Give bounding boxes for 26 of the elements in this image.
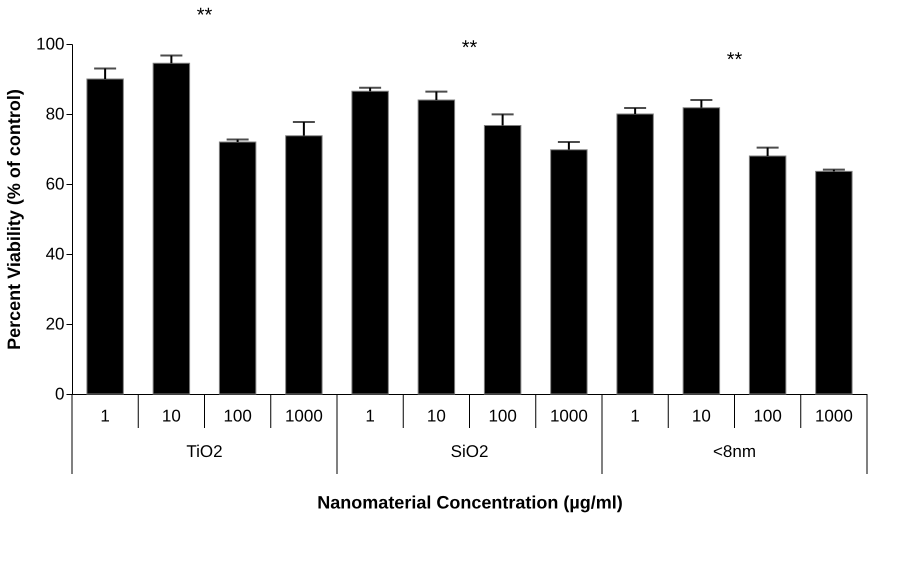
- x-tick-label: 1: [100, 406, 110, 426]
- text: <8nm: [713, 442, 756, 461]
- x-tick-label: 10: [692, 406, 711, 426]
- y-tick-label: 80: [46, 104, 64, 124]
- annotation: **: [462, 36, 478, 59]
- x-tick-label: 1: [365, 406, 375, 426]
- y-tick-label: 0: [55, 384, 64, 404]
- text: SiO2: [450, 442, 488, 461]
- text: **: [196, 4, 212, 27]
- x-tick-label: 10: [162, 406, 181, 426]
- y-tick-label: 60: [46, 174, 64, 194]
- y-axis-title: Percent Viability (% of control): [4, 89, 24, 350]
- text: TiO2: [186, 442, 223, 461]
- y-tick-label: 20: [46, 314, 64, 334]
- x-tick-label: 100: [488, 406, 517, 426]
- y-tick-label: 40: [46, 244, 64, 264]
- annotation: **: [726, 49, 742, 71]
- x-tick-label: 10: [426, 406, 446, 426]
- y-tick-label: 100: [36, 34, 64, 54]
- x-tick-label: 1: [630, 406, 640, 426]
- x-tick-label: 1000: [550, 406, 588, 426]
- x-tick-label: 100: [753, 406, 782, 426]
- x-tick-label: 1000: [814, 406, 853, 426]
- x-tick-label: 1000: [284, 406, 323, 426]
- x-tick-label: 100: [223, 406, 252, 426]
- x-axis-title: Nanomaterial Concentration (µg/ml): [317, 492, 623, 512]
